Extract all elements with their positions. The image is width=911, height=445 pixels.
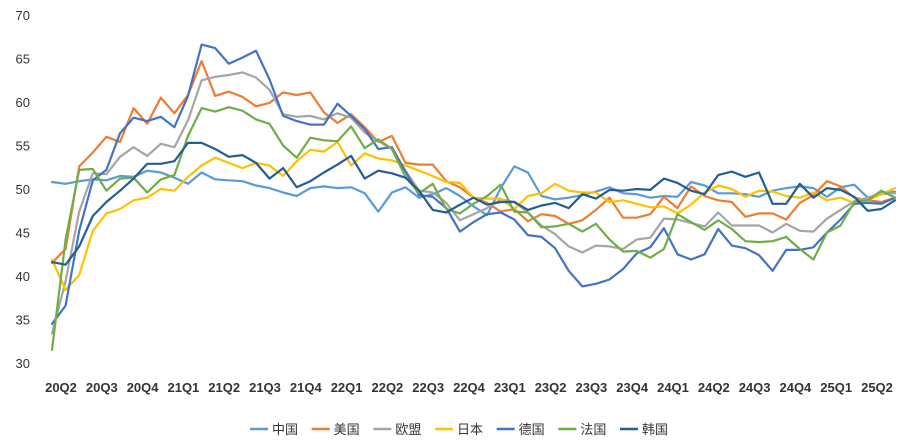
- x-tick-label: 22Q1: [331, 380, 363, 395]
- legend-label: 欧盟: [395, 423, 421, 438]
- legend-label: 韩国: [642, 423, 668, 438]
- x-tick-label: 23Q4: [616, 380, 649, 395]
- y-tick-label: 45: [16, 226, 30, 241]
- y-tick-label: 50: [16, 182, 30, 197]
- legend-label: 中国: [272, 423, 298, 438]
- y-tick-label: 30: [16, 356, 30, 371]
- legend: 中国 美国 欧盟 日本 德国 法国 韩国: [250, 423, 668, 438]
- y-tick-label: 55: [16, 139, 30, 154]
- x-tick-label: 21Q4: [290, 380, 323, 395]
- legend-label: 德国: [519, 423, 545, 438]
- x-tick-label: 20Q4: [127, 380, 160, 395]
- x-tick-label: 25Q2: [861, 380, 893, 395]
- y-tick-label: 40: [16, 269, 30, 284]
- x-tick-label: 22Q4: [453, 380, 486, 395]
- series-line: [50, 106, 897, 351]
- x-tick-label: 22Q2: [371, 380, 403, 395]
- y-axis: 30 35 40 45 50 55 60 65 70: [16, 8, 30, 371]
- y-tick-label: 60: [16, 95, 30, 110]
- legend-label: 法国: [580, 423, 606, 438]
- x-tick-label: 21Q2: [208, 380, 240, 395]
- x-tick-label: 23Q2: [535, 380, 567, 395]
- x-tick-label: 24Q3: [739, 380, 771, 395]
- plot-area: [50, 43, 897, 351]
- x-tick-label: 24Q4: [779, 380, 812, 395]
- y-tick-label: 35: [16, 313, 30, 328]
- x-tick-label: 21Q1: [167, 380, 199, 395]
- y-tick-label: 65: [16, 52, 30, 67]
- x-tick-label: 23Q3: [575, 380, 607, 395]
- x-tick-label: 25Q1: [820, 380, 852, 395]
- x-tick-label: 22Q3: [412, 380, 444, 395]
- x-tick-label: 21Q3: [249, 380, 281, 395]
- legend-label: 美国: [334, 423, 360, 438]
- series-line: [50, 43, 897, 325]
- series-line: [50, 71, 897, 335]
- series-line: [50, 165, 897, 217]
- x-tick-label: 20Q2: [45, 380, 77, 395]
- x-tick-label: 24Q1: [657, 380, 689, 395]
- x-tick-label: 24Q2: [698, 380, 730, 395]
- x-tick-label: 20Q3: [86, 380, 118, 395]
- y-tick-label: 70: [16, 8, 30, 23]
- x-tick-label: 23Q1: [494, 380, 526, 395]
- x-axis: 20Q2 20Q3 20Q4 21Q1 21Q2 21Q3 21Q4 22Q1 22Q2 22Q3…: [45, 380, 893, 395]
- legend-label: 日本: [457, 423, 483, 438]
- series-line: [50, 141, 897, 266]
